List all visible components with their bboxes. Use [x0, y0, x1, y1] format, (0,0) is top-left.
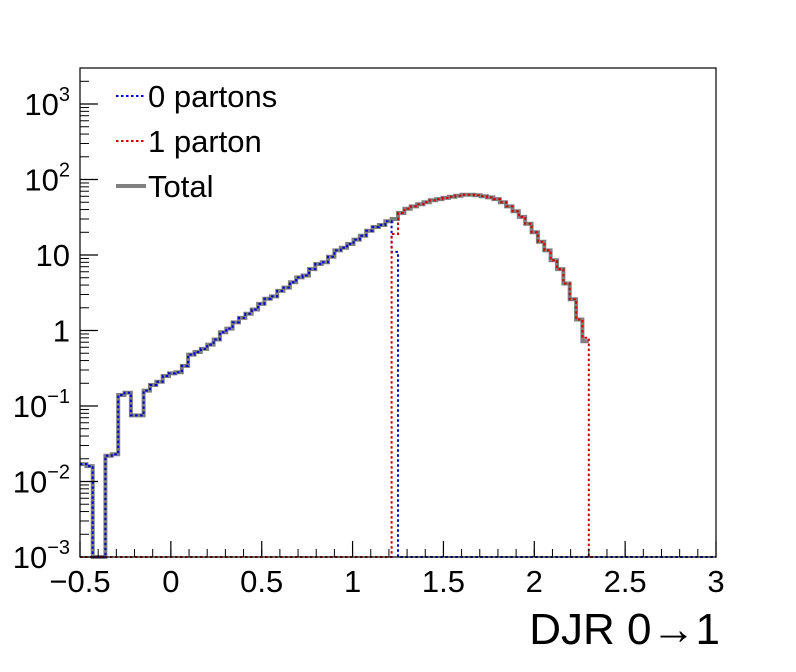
x-tick-label: 2: [526, 564, 543, 599]
x-tick-label: 2.5: [604, 564, 647, 599]
axis-layer: −0.5 0 0.5 1 1.5 2 2.5 3 10−3 10−2 10−1 1 10 102 103: [13, 67, 725, 599]
x-tick-label: 0.5: [240, 564, 283, 599]
series-line-1-parton: [80, 193, 596, 558]
x-tick-label: 3: [707, 564, 724, 599]
x-tick-label: 1: [344, 564, 361, 599]
y-tick-label: 10: [36, 238, 70, 273]
plot-frame: [79, 67, 717, 558]
y-tick-label: 102: [24, 160, 70, 198]
y-tick-label: 10−3: [13, 537, 70, 575]
y-tick-label: 1: [53, 314, 70, 349]
legend-label: 1 parton: [148, 124, 262, 159]
x-tick-label: 0: [162, 564, 179, 599]
legend: 0 partons 1 parton Total: [116, 79, 277, 204]
x-axis-label: DJR 0→1: [529, 605, 720, 654]
y-tick-label: 103: [24, 84, 70, 122]
x-tick-label: 1.5: [422, 564, 465, 599]
y-tick-label: 10−1: [13, 386, 70, 424]
series-line-0-partons: [80, 220, 716, 558]
x-tick-label: −0.5: [49, 564, 110, 599]
series-layer: [80, 192, 716, 559]
legend-label: Total: [148, 169, 213, 204]
legend-label: 0 partons: [148, 79, 277, 114]
y-tick-label: 10−2: [13, 462, 70, 500]
